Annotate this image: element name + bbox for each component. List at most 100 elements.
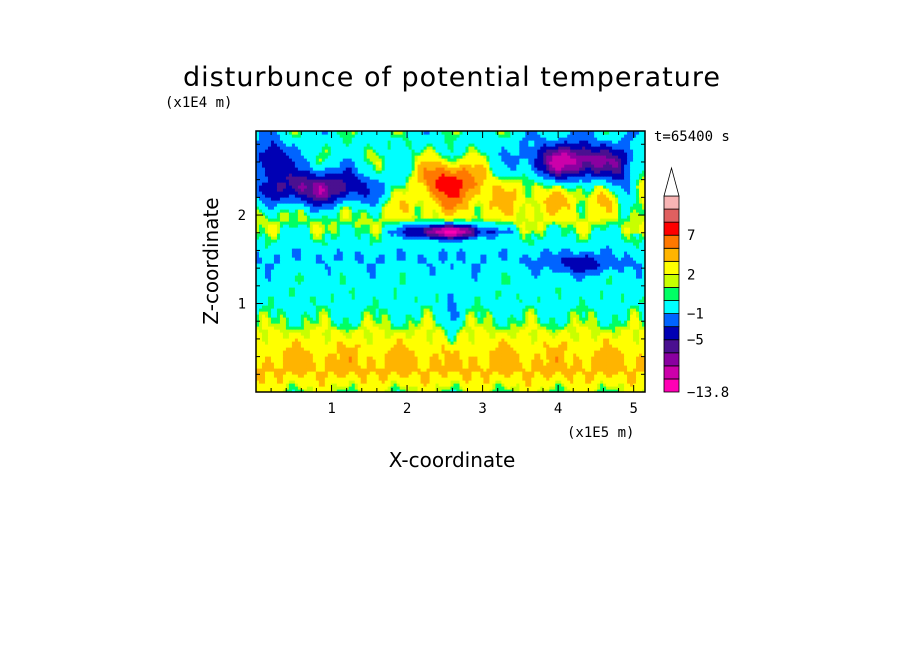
field-cell bbox=[624, 326, 628, 330]
field-cell bbox=[429, 335, 434, 339]
field-cell bbox=[468, 329, 473, 333]
field-cell bbox=[447, 341, 452, 345]
field-cell bbox=[603, 380, 607, 384]
field-cell bbox=[330, 389, 335, 392]
field-cell bbox=[387, 329, 392, 333]
field-cell bbox=[564, 305, 568, 309]
field-cell bbox=[624, 341, 628, 345]
field-cell bbox=[432, 323, 437, 327]
field-cell bbox=[372, 314, 377, 318]
field-cell bbox=[516, 305, 520, 309]
field-cell bbox=[279, 356, 284, 360]
field-cell bbox=[609, 326, 613, 330]
field-cell bbox=[342, 308, 347, 312]
field-cell bbox=[603, 329, 607, 333]
field-cell bbox=[558, 323, 562, 327]
field-cell bbox=[621, 347, 625, 351]
field-cell bbox=[597, 332, 601, 336]
field-cell bbox=[501, 347, 505, 351]
field-cell bbox=[462, 386, 467, 390]
field-cell bbox=[336, 368, 341, 372]
field-cell bbox=[597, 383, 601, 387]
field-cell bbox=[474, 305, 479, 309]
field-cell bbox=[327, 305, 332, 309]
field-cell bbox=[519, 365, 523, 369]
field-cell bbox=[396, 326, 401, 330]
field-cell bbox=[285, 365, 290, 369]
field-cell bbox=[423, 371, 428, 375]
field-cell bbox=[447, 311, 452, 315]
field-cell bbox=[531, 383, 535, 387]
field-cell bbox=[342, 386, 347, 390]
field-cell bbox=[552, 344, 556, 348]
field-cell bbox=[495, 359, 499, 363]
field-cell bbox=[381, 320, 386, 324]
field-cell bbox=[528, 317, 532, 321]
field-cell bbox=[483, 305, 488, 309]
field-cell bbox=[375, 344, 380, 348]
field-cell bbox=[594, 332, 598, 336]
field-cell bbox=[330, 371, 335, 375]
field-cell bbox=[408, 368, 413, 372]
field-cell bbox=[396, 329, 401, 333]
field-cell bbox=[327, 362, 332, 366]
field-cell bbox=[624, 320, 628, 324]
field-cell bbox=[528, 368, 532, 372]
field-cell bbox=[288, 368, 293, 372]
field-cell bbox=[447, 329, 452, 333]
field-cell bbox=[333, 308, 338, 312]
field-cell bbox=[321, 332, 326, 336]
field-cell bbox=[345, 308, 350, 312]
field-cell bbox=[342, 320, 347, 324]
field-cell bbox=[642, 326, 645, 330]
field-cell bbox=[459, 377, 464, 381]
field-cell bbox=[432, 389, 437, 392]
field-cell bbox=[267, 359, 272, 363]
field-cell bbox=[639, 329, 643, 333]
field-cell bbox=[315, 326, 320, 330]
field-cell bbox=[546, 344, 550, 348]
field-cell bbox=[504, 305, 508, 309]
field-cell bbox=[546, 359, 550, 363]
field-cell bbox=[399, 305, 404, 309]
field-cell bbox=[426, 380, 431, 384]
field-cell bbox=[618, 326, 622, 330]
field-cell bbox=[330, 311, 335, 315]
field-cell bbox=[309, 371, 314, 375]
field-cell bbox=[447, 305, 452, 309]
field-cell bbox=[384, 329, 389, 333]
field-cell bbox=[498, 368, 502, 372]
field-cell bbox=[555, 371, 559, 375]
field-cell bbox=[333, 350, 338, 354]
field-cell bbox=[639, 344, 643, 348]
field-cell bbox=[621, 329, 625, 333]
field-cell bbox=[411, 383, 416, 387]
field-cell bbox=[405, 338, 410, 342]
field-cell bbox=[492, 332, 496, 336]
field-cell bbox=[609, 329, 613, 333]
field-cell bbox=[381, 362, 386, 366]
field-cell bbox=[411, 320, 416, 324]
field-cell bbox=[366, 326, 371, 330]
field-cell bbox=[510, 344, 514, 348]
field-cell bbox=[636, 329, 640, 333]
field-cell bbox=[396, 305, 401, 309]
field-cell bbox=[408, 332, 413, 336]
field-cell bbox=[558, 374, 562, 378]
field-cell bbox=[579, 317, 583, 321]
field-cell bbox=[477, 341, 482, 345]
field-cell bbox=[486, 338, 490, 342]
field-cell bbox=[636, 353, 640, 357]
field-cell bbox=[543, 344, 547, 348]
field-cell bbox=[276, 323, 281, 327]
field-cell bbox=[570, 314, 574, 318]
field-cell bbox=[525, 359, 529, 363]
field-cell bbox=[256, 326, 260, 330]
field-cell bbox=[501, 335, 505, 339]
field-cell bbox=[570, 386, 574, 390]
field-cell bbox=[540, 383, 544, 387]
field-cell bbox=[639, 350, 643, 354]
field-cell bbox=[537, 371, 541, 375]
field-cell bbox=[486, 374, 490, 378]
field-cell bbox=[318, 347, 323, 351]
